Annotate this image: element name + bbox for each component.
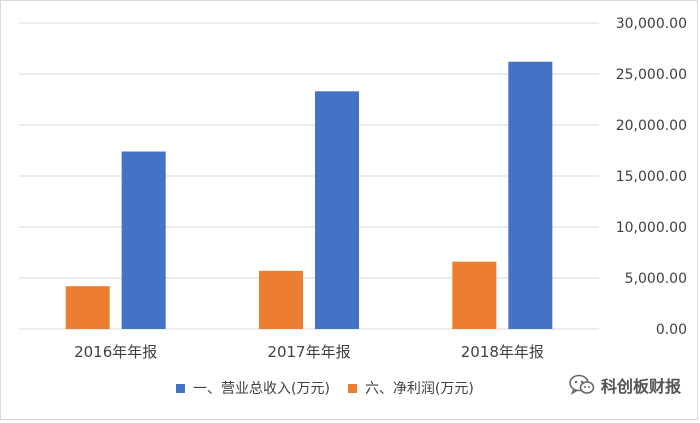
x-category-label: 2017年年报 bbox=[267, 343, 350, 361]
legend-label-revenue: 一、营业总收入(万元) bbox=[193, 381, 330, 397]
legend-item-revenue: 一、营业总收入(万元) bbox=[176, 378, 330, 398]
y-tick-label: 20,000.00 bbox=[616, 118, 687, 134]
profit-swatch-icon bbox=[347, 383, 357, 393]
profit-bar bbox=[452, 261, 497, 329]
y-tick-label: 5,000.00 bbox=[625, 271, 687, 287]
watermark-text: 科创板财报 bbox=[600, 377, 681, 396]
x-category-label: 2018年年报 bbox=[461, 343, 544, 361]
bars bbox=[65, 61, 553, 329]
y-tick-label: 10,000.00 bbox=[616, 220, 687, 236]
x-category-label: 2016年年报 bbox=[74, 343, 157, 361]
revenue-bar bbox=[315, 91, 359, 329]
revenue-bar bbox=[121, 151, 166, 329]
profit-bar bbox=[65, 286, 110, 329]
legend-item-profit: 六、净利润(万元) bbox=[347, 378, 474, 398]
gridlines bbox=[19, 22, 599, 330]
y-tick-label: 0.00 bbox=[656, 322, 687, 338]
revenue-bar bbox=[508, 61, 553, 329]
x-axis-category-labels: 2016年年报 2017年年报 2018年年报 bbox=[74, 343, 544, 361]
y-axis-tick-labels: 0.00 5,000.00 10,000.00 15,000.00 20,000.00 2… bbox=[616, 16, 687, 338]
revenue-swatch-icon bbox=[176, 383, 185, 393]
y-tick-label: 15,000.00 bbox=[616, 169, 687, 185]
profit-bar bbox=[259, 270, 303, 329]
legend: 一、营业总收入(万元) 六、净利润(万元) bbox=[176, 377, 474, 399]
watermark: 科创板财报 bbox=[569, 373, 681, 397]
y-tick-label: 25,000.00 bbox=[616, 67, 687, 83]
wechat-icon bbox=[569, 374, 595, 395]
y-tick-label: 30,000.00 bbox=[616, 16, 687, 32]
legend-label-profit: 六、净利润(万元) bbox=[364, 381, 474, 397]
